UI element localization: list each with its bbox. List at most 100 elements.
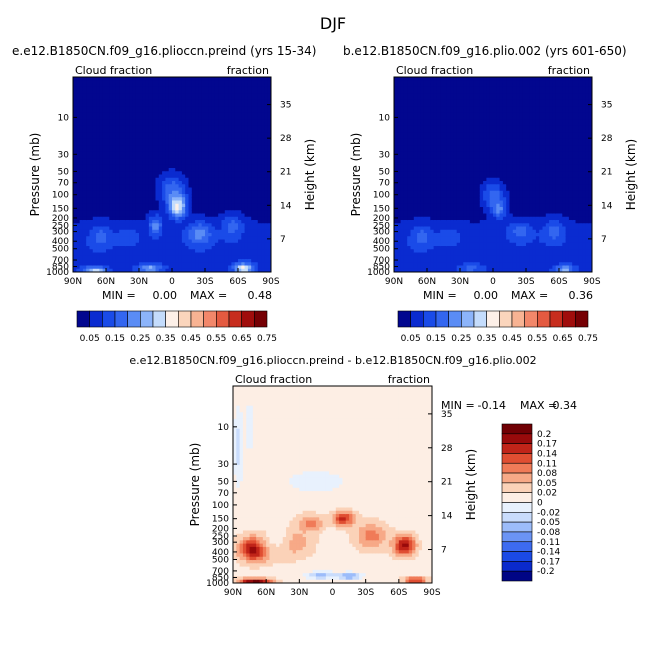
- field-cell: [191, 83, 196, 88]
- field-cell: [453, 259, 458, 263]
- field-cell: [89, 90, 94, 94]
- field-cell: [446, 216, 451, 221]
- field-cell: [251, 259, 256, 263]
- field-cell: [195, 220, 199, 224]
- field-cell: [244, 103, 249, 107]
- field-cell: [195, 164, 199, 169]
- field-cell: [102, 138, 107, 143]
- field-cell: [152, 181, 157, 185]
- field-cell: [86, 190, 91, 195]
- field-cell: [175, 148, 180, 153]
- field-cell: [191, 207, 196, 211]
- field-cell: [201, 168, 206, 172]
- field-cell: [86, 103, 91, 107]
- field-cell: [247, 265, 252, 270]
- field-cell: [254, 90, 259, 94]
- field-cell: [436, 151, 441, 156]
- field-cell: [218, 109, 223, 114]
- field-cell: [119, 268, 124, 272]
- field-cell: [450, 129, 454, 133]
- field-cell: [208, 99, 213, 104]
- field-cell: [238, 145, 242, 150]
- field-cell: [96, 194, 100, 198]
- field-cell: [115, 164, 120, 169]
- field-cell: [218, 171, 223, 176]
- field-cell: [251, 122, 256, 127]
- field-cell: [165, 99, 170, 104]
- field-cell: [407, 122, 412, 127]
- field-cell: [440, 109, 445, 114]
- field-cell: [214, 255, 219, 260]
- y-tick-label: 400: [52, 237, 69, 247]
- field-cell: [145, 125, 150, 130]
- field-cell: [208, 190, 213, 195]
- field-cell: [148, 242, 153, 247]
- field-cell: [394, 207, 398, 211]
- field-cell: [400, 200, 405, 205]
- field-cell: [92, 213, 97, 218]
- field-cell: [168, 135, 173, 140]
- field-cell: [175, 216, 180, 221]
- field-cell: [410, 239, 415, 244]
- field-cell: [436, 213, 441, 218]
- field-cell: [211, 90, 216, 94]
- field-cell: [158, 259, 163, 263]
- field-cell: [112, 129, 117, 133]
- field-cell: [135, 181, 140, 185]
- field-cell: [436, 200, 441, 205]
- field-cell: [460, 103, 464, 107]
- field-cell: [211, 83, 216, 88]
- field-cell: [178, 242, 183, 247]
- field-cell: [254, 181, 259, 185]
- field-cell: [162, 151, 166, 156]
- field-cell: [205, 246, 209, 250]
- field-cell: [231, 106, 236, 111]
- field-cell: [254, 226, 259, 231]
- field-cell: [407, 80, 412, 85]
- field-cell: [433, 200, 438, 205]
- field-cell: [410, 119, 415, 124]
- field-cell: [142, 132, 147, 137]
- field-cell: [122, 203, 127, 208]
- field-cell: [214, 197, 219, 202]
- field-cell: [257, 109, 262, 114]
- field-cell: [162, 122, 166, 127]
- field-cell: [122, 259, 127, 263]
- field-cell: [198, 194, 203, 198]
- field-cell: [162, 236, 166, 241]
- field-cell: [106, 242, 110, 247]
- field-cell: [463, 142, 468, 146]
- field-cell: [234, 138, 239, 143]
- field-cell: [188, 86, 193, 91]
- field-cell: [185, 216, 190, 221]
- field-cell: [152, 200, 157, 205]
- field-cell: [410, 148, 415, 153]
- field-cell: [234, 109, 239, 114]
- field-cell: [132, 103, 137, 107]
- field-cell: [158, 116, 163, 120]
- field-cell: [440, 135, 445, 140]
- field-cell: [195, 109, 199, 114]
- field-cell: [76, 203, 81, 208]
- field-cell: [205, 103, 209, 107]
- field-cell: [417, 151, 421, 156]
- field-cell: [132, 265, 137, 270]
- field-cell: [224, 181, 229, 185]
- field-cell: [89, 203, 94, 208]
- field-cell: [400, 210, 405, 215]
- field-cell: [86, 86, 91, 91]
- field-cell: [460, 233, 464, 237]
- field-cell: [264, 145, 269, 150]
- field-cell: [218, 216, 223, 221]
- field-cell: [112, 142, 117, 146]
- field-cell: [397, 174, 402, 179]
- field-cell: [175, 174, 180, 179]
- field-cell: [403, 96, 408, 101]
- field-cell: [413, 135, 418, 140]
- field-cell: [106, 220, 110, 224]
- field-cell: [267, 226, 271, 231]
- field-cell: [241, 249, 246, 254]
- field-cell: [79, 90, 84, 94]
- field-cell: [115, 148, 120, 153]
- field-cell: [221, 220, 226, 224]
